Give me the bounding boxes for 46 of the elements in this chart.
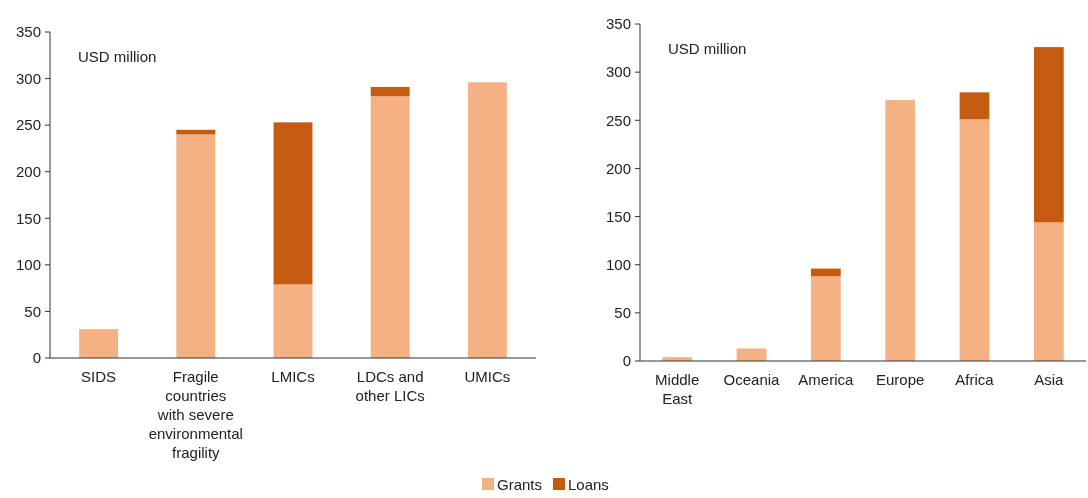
x-tick-label: Oceania <box>723 371 781 388</box>
y-tick-label: 150 <box>15 209 41 227</box>
y-tick-label: 0 <box>32 349 41 367</box>
legend-label: Loans <box>568 476 609 493</box>
y-tick-label: 350 <box>605 15 631 33</box>
y-tick-label: 250 <box>605 111 631 129</box>
y-tick-label: 250 <box>15 116 41 134</box>
bar <box>467 82 507 358</box>
bar <box>273 122 313 285</box>
bar <box>810 268 841 277</box>
bar <box>79 329 119 358</box>
x-tick-label: Europe <box>875 371 925 388</box>
bar <box>370 86 410 97</box>
bar <box>959 92 990 120</box>
x-tick-label: Asia <box>1034 371 1065 388</box>
x-tick-label: America <box>798 371 854 388</box>
y-tick-label: 50 <box>24 302 41 320</box>
bar <box>1033 47 1064 223</box>
y-tick-label: 150 <box>605 207 631 225</box>
y-tick-label: 50 <box>614 304 631 322</box>
bar <box>810 276 841 361</box>
x-tick-label: SIDS <box>81 368 117 385</box>
y-tick-label: 350 <box>15 23 41 41</box>
x-tick-label: Middle East <box>655 371 700 407</box>
x-tick-label: UMICs <box>464 368 511 385</box>
bar <box>1033 222 1064 361</box>
y-tick-label: 100 <box>15 256 41 274</box>
bar <box>736 348 767 361</box>
bar <box>885 100 916 361</box>
x-tick-label: LDCs and other LICs <box>355 368 425 404</box>
y-tick-label: 200 <box>605 159 631 177</box>
y-tick-label: 200 <box>15 162 41 180</box>
y-tick-label: 300 <box>605 63 631 81</box>
bar <box>370 96 410 358</box>
x-tick-label: LMICs <box>271 368 315 385</box>
y-tick-label: 100 <box>605 255 631 273</box>
annotation: USD million <box>78 48 157 65</box>
x-tick-label: Fragile countries with severe environmental fragility <box>148 368 243 461</box>
bar <box>959 119 990 361</box>
annotation: USD million <box>668 40 747 57</box>
y-tick-label: 300 <box>15 69 41 87</box>
x-tick-label: Africa <box>955 371 995 388</box>
bar <box>176 134 216 358</box>
legend-label: Grants <box>497 476 543 493</box>
bar <box>273 284 313 358</box>
y-tick-label: 0 <box>622 352 631 370</box>
